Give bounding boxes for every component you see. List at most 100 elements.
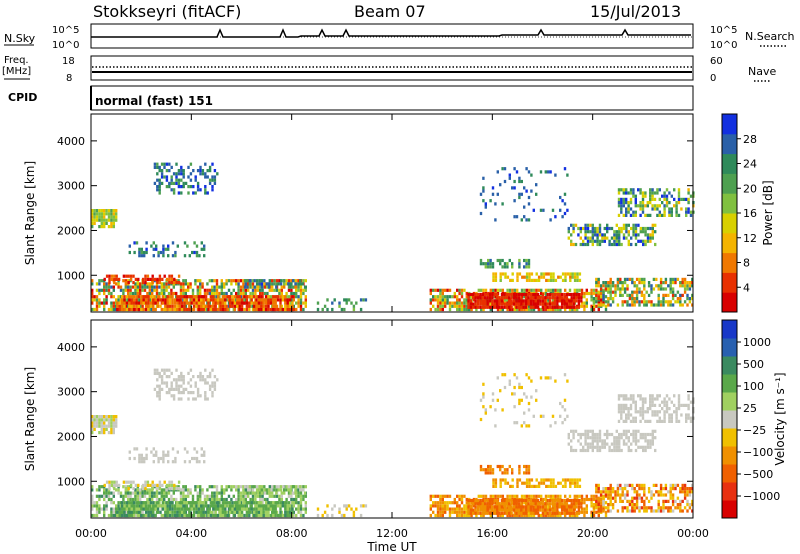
heatmap-cell [463, 510, 466, 514]
heatmap-cell [489, 301, 492, 305]
heatmap-cell [560, 296, 564, 300]
heatmap-cell [456, 507, 459, 511]
heatmap-cell [613, 239, 616, 243]
heatmap-cell [637, 445, 640, 449]
heatmap-cell [204, 381, 207, 385]
heatmap-cell [107, 307, 111, 312]
heatmap-cell [203, 497, 207, 502]
heatmap-cell [291, 513, 294, 518]
heatmap-cell [117, 295, 120, 299]
heatmap-cell [687, 197, 690, 201]
heatmap-cell [505, 511, 508, 515]
heatmap-cell [556, 296, 559, 300]
heatmap-cell [551, 508, 554, 512]
heatmap-cell [565, 502, 569, 506]
heatmap-cell [429, 288, 432, 292]
heatmap-cell [176, 304, 179, 308]
heatmap-cell [544, 497, 548, 502]
heatmap-cell [279, 307, 282, 312]
heatmap-cell [249, 291, 252, 296]
heatmap-cell [163, 494, 166, 498]
heatmap-cell [458, 510, 461, 514]
heatmap-cell [103, 225, 106, 229]
heatmap-cell [208, 304, 211, 308]
heatmap-cell [664, 300, 668, 304]
heatmap-cell [187, 165, 190, 169]
heatmap-cell [596, 436, 599, 440]
heatmap-cell [582, 242, 585, 247]
heatmap-cell [551, 296, 554, 300]
heatmap-cell [116, 307, 119, 312]
heatmap-cell [576, 494, 579, 498]
heatmap-cell [192, 185, 195, 189]
heatmap-cell [503, 296, 506, 300]
heatmap-cell [586, 242, 590, 247]
heatmap-cell [170, 188, 173, 192]
heatmap-cell [144, 304, 148, 308]
heatmap-cell [163, 285, 166, 289]
heatmap-cell [568, 498, 571, 503]
heatmap-cell [547, 376, 550, 380]
heatmap-cell [591, 436, 594, 440]
heatmap-cell [213, 181, 217, 185]
heatmap-cell [180, 307, 184, 312]
heatmap-cell [149, 483, 152, 487]
heatmap-cell [268, 295, 271, 299]
heatmap-cell [105, 491, 108, 495]
heatmap-cell [465, 501, 468, 505]
heatmap-cell [632, 223, 635, 227]
heatmap-cell [290, 298, 293, 302]
heatmap-cell [196, 497, 199, 502]
heatmap-cell [549, 278, 553, 282]
heatmap-cell [236, 501, 239, 505]
heatmap-cell [137, 510, 141, 514]
heatmap-cell [192, 191, 195, 195]
heatmap-cell [625, 442, 628, 446]
heatmap-cell [434, 298, 437, 302]
heatmap-cell [671, 297, 675, 301]
heatmap-cell [494, 288, 497, 292]
heatmap-cell [565, 505, 569, 509]
heatmap-cell [259, 494, 262, 498]
heatmap-cell [653, 403, 657, 407]
heatmap-cell [208, 387, 212, 391]
heatmap-cell [595, 284, 598, 288]
heatmap-cell [286, 510, 289, 514]
heatmap-cell [563, 408, 567, 412]
heatmap-cell [617, 204, 621, 208]
heatmap-cell [198, 460, 201, 464]
heatmap-cell [639, 201, 642, 205]
heatmap-cell [98, 298, 101, 302]
heatmap-cell [584, 226, 587, 231]
heatmap-cell [563, 302, 566, 306]
heatmap-cell [558, 299, 561, 303]
heatmap-cell [512, 508, 516, 512]
heatmap-cell [184, 288, 187, 292]
heatmap-cell [141, 510, 144, 514]
heatmap-cell [171, 241, 175, 245]
heatmap-cell [597, 507, 600, 511]
heatmap-cell [195, 250, 199, 255]
heatmap-cell [219, 510, 222, 514]
heatmap-cell [556, 299, 559, 303]
heatmap-cell [150, 450, 153, 454]
heatmap-cell [168, 391, 171, 395]
heatmap-cell [432, 304, 435, 308]
heatmap-cell [166, 298, 169, 302]
heatmap-cell [625, 407, 628, 411]
heatmap-cell [458, 513, 461, 518]
heatmap-cell [283, 282, 286, 286]
heatmap-cell [156, 301, 160, 305]
heatmap-cell [620, 416, 623, 420]
heatmap-cell [563, 398, 567, 402]
heatmap-cell [238, 504, 241, 508]
heatmap-cell [641, 410, 645, 414]
heatmap-cell [211, 291, 214, 296]
heatmap-cell [525, 278, 529, 282]
heatmap-cell [196, 279, 199, 283]
heatmap-cell [629, 419, 633, 423]
heatmap-cell [249, 285, 252, 289]
heatmap-cell [95, 212, 99, 216]
heatmap-cell [633, 281, 636, 285]
heatmap-cell [129, 288, 132, 292]
